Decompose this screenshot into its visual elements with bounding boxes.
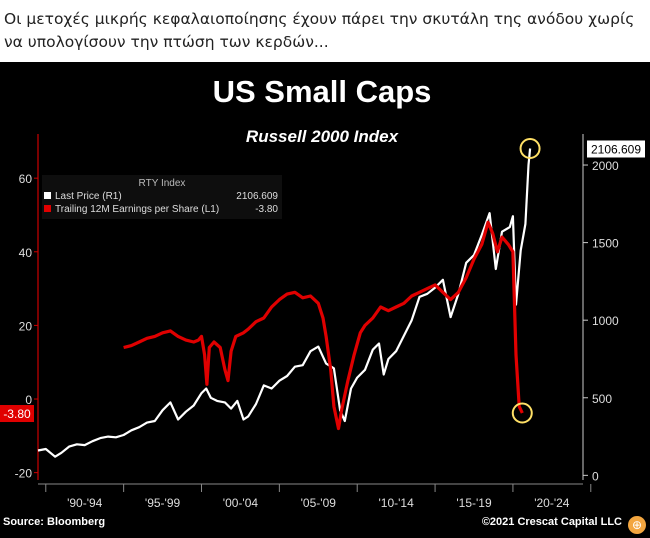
legend-value-eps: -3.80 <box>255 204 278 215</box>
left-tick-label: 60 <box>19 172 33 186</box>
legend-swatch-eps <box>44 205 51 212</box>
x-tick-label: '90-'94 <box>67 496 103 510</box>
x-tick-label: '05-'09 <box>301 496 337 510</box>
x-tick-label: '15-'19 <box>456 496 492 510</box>
left-tick-label: 20 <box>19 319 33 333</box>
caption-text: Οι μετοχές μικρής κεφαλαιοποίησης έχουν … <box>4 10 635 51</box>
highlight-circle <box>519 137 541 159</box>
right-tick-label: 1500 <box>592 237 619 251</box>
highlight-circle <box>511 402 533 424</box>
source-note: Source: Bloomberg <box>3 516 105 528</box>
legend-title: RTY Index <box>139 178 186 189</box>
eps-series-line <box>123 220 524 431</box>
eps-value-tag <box>0 405 34 423</box>
right-tick-label: 0 <box>592 469 599 483</box>
legend-label-price: Last Price (R1) <box>55 191 122 202</box>
right-tick-label: 2000 <box>592 159 619 173</box>
chart-title: US Small Caps <box>213 74 432 109</box>
zoom-icon[interactable]: ⊕ <box>628 516 646 534</box>
credit-note: ©2021 Crescat Capital LLC <box>482 516 622 528</box>
left-tick-label: 40 <box>19 246 33 260</box>
price-value-tag <box>587 140 645 158</box>
x-tick-label: '00-'04 <box>223 496 259 510</box>
price-series-line <box>37 148 532 458</box>
x-tick-label: '20-'24 <box>534 496 570 510</box>
right-tick-label: 500 <box>592 392 612 406</box>
left-tick-label: 0 <box>25 393 32 407</box>
eps-value-tag-text: -3.80 <box>3 407 31 421</box>
legend-label-eps: Trailing 12M Earnings per Share (L1) <box>55 204 219 215</box>
chart-panel: US Small Caps Russell 2000 Index -20 0 20 40 6… <box>0 62 650 538</box>
chart-svg: US Small Caps Russell 2000 Index -20 0 20 40 6… <box>0 74 645 528</box>
left-tick-label: -20 <box>15 467 33 481</box>
chart-subtitle: Russell 2000 Index <box>246 127 400 146</box>
legend-swatch-price <box>44 192 51 199</box>
price-value-tag-text: 2106.609 <box>591 142 641 156</box>
x-tick-label: '95-'99 <box>145 496 181 510</box>
legend-box <box>42 175 282 219</box>
legend-value-price: 2106.609 <box>236 191 278 202</box>
x-tick-label: '10-'14 <box>379 496 415 510</box>
right-tick-label: 1000 <box>592 314 619 328</box>
